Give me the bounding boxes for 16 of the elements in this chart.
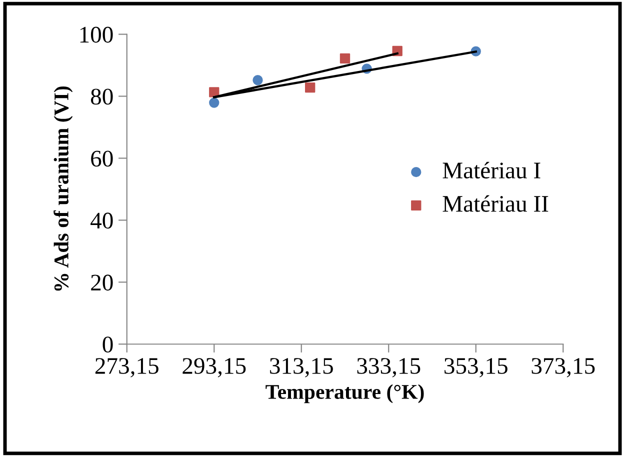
y-tick-label: 60 xyxy=(91,150,113,167)
x-tick-label: 333,15 xyxy=(357,358,420,378)
x-axis-title: Temperature (°K) xyxy=(266,384,424,404)
y-tick-label: 40 xyxy=(90,212,113,229)
x-tick-label: 373,15 xyxy=(532,358,595,378)
x-tick-label: 353,15 xyxy=(444,358,508,378)
y-tick-label: 100 xyxy=(80,26,113,43)
y-axis-title: % Ads of uranium (VI) xyxy=(54,86,73,291)
y-tick-label: 0 xyxy=(102,336,113,353)
legend-label: Matériau I xyxy=(442,162,540,178)
x-tick-label: 313,15 xyxy=(270,358,333,378)
y-tick-label: 20 xyxy=(91,274,113,291)
x-tick-label: 273,15 xyxy=(95,358,158,378)
legend-label: Matériau II xyxy=(442,195,548,212)
x-tick-label: 293,15 xyxy=(182,358,246,378)
y-tick-label: 80 xyxy=(90,88,113,105)
